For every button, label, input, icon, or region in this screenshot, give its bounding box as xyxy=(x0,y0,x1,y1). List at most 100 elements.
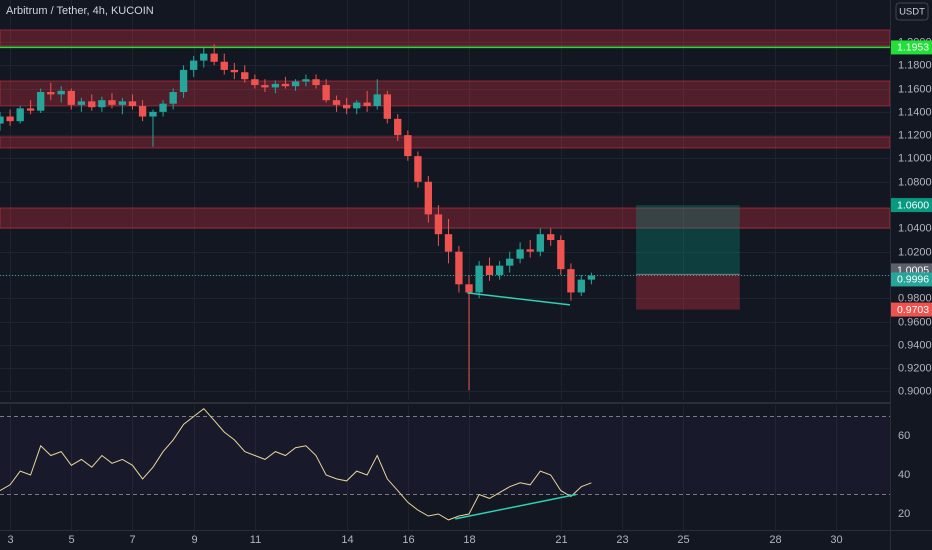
candle-body xyxy=(587,275,596,280)
x-tick-label: 25 xyxy=(677,534,689,546)
candle-body xyxy=(342,104,351,109)
candle-body xyxy=(118,101,127,105)
symbol-title: Arbitrum / Tether, 4h, KUCOIN xyxy=(6,5,154,17)
price-tag xyxy=(891,40,932,55)
rsi-tick-label: 60 xyxy=(898,430,910,442)
candle-body xyxy=(210,53,218,62)
y-tick-label: 1.1200 xyxy=(898,129,932,141)
x-tick-label: 3 xyxy=(7,534,13,546)
price-tag-label: 1.1953 xyxy=(897,42,929,54)
candle-body xyxy=(189,60,198,70)
supply-zone xyxy=(0,207,891,229)
candle-body xyxy=(557,240,565,270)
candle-body xyxy=(567,269,575,293)
candle-body xyxy=(138,106,147,117)
rsi-tick-label: 20 xyxy=(898,508,910,520)
currency-label[interactable]: USDT xyxy=(899,7,925,18)
y-tick-label: 1.0800 xyxy=(898,176,932,188)
y-tick-label: 0.9000 xyxy=(898,385,932,397)
candle-body xyxy=(434,214,443,235)
price-tag xyxy=(891,198,932,213)
y-tick-label: 0.9600 xyxy=(898,316,932,328)
price-tag-label: 1.0600 xyxy=(897,199,929,211)
candle-body xyxy=(128,101,137,107)
candle-body xyxy=(108,100,116,105)
candle-body xyxy=(16,108,24,122)
candle-body xyxy=(312,79,320,86)
x-tick-label: 16 xyxy=(402,534,414,546)
candle-body xyxy=(444,234,453,252)
candle-body xyxy=(516,249,524,259)
main-pane xyxy=(0,0,891,400)
supply-zone xyxy=(0,80,891,107)
candle-body xyxy=(373,94,381,107)
candle-body xyxy=(414,156,422,182)
candle-body xyxy=(251,79,259,86)
loss-area xyxy=(636,274,740,310)
candle-body xyxy=(394,118,402,136)
y-tick-label: 0.9200 xyxy=(898,362,932,374)
candle-body xyxy=(57,90,65,95)
candle-body xyxy=(465,284,473,293)
candle-body xyxy=(271,83,280,88)
candle-body xyxy=(506,258,514,266)
y-tick-label: 1.1600 xyxy=(898,83,932,95)
candle-body xyxy=(179,69,188,93)
candle-body xyxy=(332,100,341,105)
currency-button[interactable] xyxy=(895,2,929,21)
x-tick-label: 14 xyxy=(341,534,353,546)
x-tick-label: 21 xyxy=(555,534,567,546)
y-tick-label: 1.0200 xyxy=(898,246,932,258)
candle-body xyxy=(47,92,55,95)
candle-body xyxy=(383,94,392,119)
y-tick-label: 1.1400 xyxy=(898,106,932,118)
x-tick-label: 23 xyxy=(616,534,628,546)
x-tick-label: 18 xyxy=(463,534,475,546)
candle-body xyxy=(424,181,432,215)
rsi-trendline xyxy=(455,493,577,520)
candle-body xyxy=(475,265,483,293)
candle-body xyxy=(547,234,555,241)
x-tick-label: 7 xyxy=(129,534,135,546)
profit-area xyxy=(636,205,740,275)
candle-body xyxy=(159,103,167,112)
candle-body xyxy=(363,102,371,107)
candle-body xyxy=(149,111,157,117)
candle-body xyxy=(230,69,239,73)
candle-body xyxy=(169,92,177,104)
rsi-tick-label: 40 xyxy=(898,469,910,481)
candle-body xyxy=(322,85,330,101)
candle-body xyxy=(577,279,585,293)
price-tag xyxy=(891,302,932,317)
x-tick-label: 28 xyxy=(769,534,781,546)
x-tick-label: 30 xyxy=(830,534,842,546)
x-tick-label: 9 xyxy=(191,534,197,546)
candle-body xyxy=(495,265,504,275)
y-tick-label: 1.1000 xyxy=(898,152,932,164)
price-tag-label: 0.9996 xyxy=(897,274,929,286)
candle-body xyxy=(241,72,249,80)
candle-body xyxy=(26,108,35,111)
y-tick-label: 0.9800 xyxy=(898,292,932,304)
candle-body xyxy=(67,90,75,105)
candle-body xyxy=(526,249,534,252)
candle-body xyxy=(6,116,14,122)
candle-body xyxy=(98,100,106,108)
candle-body xyxy=(0,116,4,124)
candle-body xyxy=(536,234,544,252)
supply-zone xyxy=(0,29,891,47)
rsi-pane xyxy=(0,405,890,530)
candle-body xyxy=(455,251,463,285)
candle-body xyxy=(77,101,86,105)
supply-zone xyxy=(0,136,891,149)
y-tick-label: 0.9400 xyxy=(898,339,932,351)
candle-body xyxy=(291,81,300,87)
candle-body xyxy=(302,79,310,82)
candle-body xyxy=(404,135,412,157)
candle-body xyxy=(88,101,96,108)
y-tick-label: 1.1800 xyxy=(898,59,932,71)
candle-body xyxy=(353,102,361,109)
x-tick-label: 5 xyxy=(68,534,74,546)
x-tick-label: 11 xyxy=(250,534,261,546)
